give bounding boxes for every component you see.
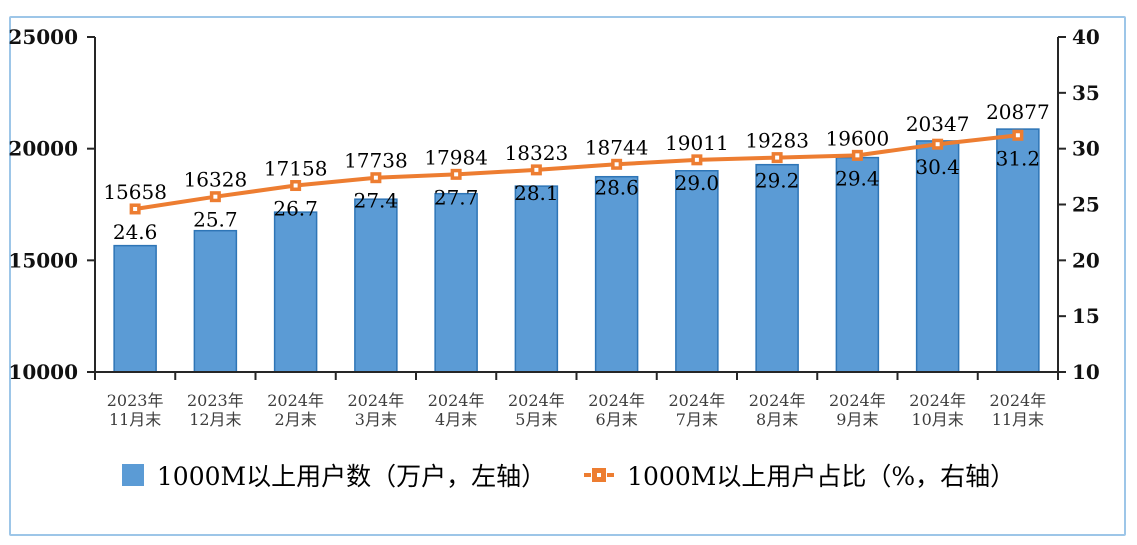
chart-text: 11月末	[109, 410, 161, 429]
chart-text: 2024年	[669, 391, 726, 410]
bar	[273, 211, 318, 373]
line-marker-center	[1015, 133, 1020, 138]
bar-series	[113, 128, 1040, 373]
chart-text: 20877	[986, 100, 1050, 124]
line-series-swatch-icon	[584, 468, 615, 482]
chart-text: 30	[1072, 137, 1100, 161]
chart-text: 29.0	[675, 171, 720, 195]
bar	[835, 156, 880, 373]
chart-text: 20	[1072, 248, 1100, 272]
chart-text: 10000	[8, 360, 78, 384]
bar	[915, 140, 960, 373]
swatch-marker-center	[597, 473, 602, 477]
chart-text: 12月末	[189, 410, 241, 429]
category-labels: 2023年11月末2023年12月末2024年2月末2024年3月末2024年4…	[107, 391, 1046, 429]
chart-text: 16328	[184, 168, 248, 192]
chart-text: 5月末	[515, 410, 557, 429]
chart-text: 3月末	[355, 410, 397, 429]
chart-text: 10月末	[911, 410, 963, 429]
chart-text: 8月末	[756, 410, 798, 429]
chart-text: 18744	[585, 135, 649, 159]
chart-text: 25000	[8, 25, 78, 49]
legend: 1000M以上用户数（万户，左轴） 1000M以上用户占比（%，右轴）	[0, 452, 1137, 498]
bar	[434, 192, 478, 373]
line-marker-center	[373, 175, 378, 180]
line-marker-center	[935, 142, 940, 147]
line-marker-center	[213, 194, 218, 199]
chart-text: 35	[1072, 81, 1100, 105]
legend-item-line-series: 1000M以上用户占比（%，右轴）	[584, 457, 1015, 493]
chart-text: 24.6	[113, 220, 158, 244]
bar	[113, 244, 157, 373]
chart-text: 7月末	[676, 410, 718, 429]
chart-text: 17158	[264, 157, 328, 181]
chart-text: 9月末	[836, 410, 878, 429]
chart-text: 2月末	[275, 410, 317, 429]
chart-text: 2024年	[990, 391, 1047, 410]
chart-text: 2024年	[428, 391, 485, 410]
line-marker-center	[775, 155, 780, 160]
chart-text: 15	[1072, 304, 1100, 328]
bar-series-swatch-icon	[121, 464, 144, 486]
line-series-label: 1000M以上用户占比（%，右轴）	[627, 462, 1016, 491]
bar	[594, 175, 639, 373]
bar	[675, 170, 719, 373]
chart-text: 2023年	[107, 391, 164, 410]
chart-text: 6月末	[596, 410, 638, 429]
bar	[354, 198, 398, 373]
line-marker-center	[534, 167, 539, 172]
chart-text: 26.7	[273, 197, 318, 221]
chart-text: 2024年	[508, 391, 565, 410]
legend-item-bar-series: 1000M以上用户数（万户，左轴）	[121, 457, 547, 493]
chart-text: 2024年	[749, 391, 806, 410]
chart-text: 30.4	[915, 155, 960, 179]
chart-text: 19600	[826, 126, 890, 150]
chart-text: 19011	[665, 131, 729, 155]
chart-text: 28.1	[514, 181, 559, 205]
line-marker-center	[454, 172, 459, 177]
bar	[755, 163, 799, 373]
chart-text: 2024年	[829, 391, 886, 410]
line-path	[134, 133, 1019, 211]
chart-text: 2024年	[348, 391, 405, 410]
chart-text: 28.6	[594, 175, 639, 199]
chart-text: 2024年	[588, 391, 645, 410]
chart-text: 29.2	[755, 169, 800, 193]
data-labels: 15658 24.6 16328 25.7 17158 26.7 17738 27.4 1798…	[103, 100, 1049, 244]
chart-text: 11月末	[992, 410, 1044, 429]
chart-text: 19283	[745, 129, 809, 153]
chart-text: 17984	[424, 145, 488, 169]
bar	[514, 185, 559, 373]
chart-text: 18323	[505, 141, 569, 165]
chart-text: 20347	[906, 112, 970, 136]
chart-text: 2024年	[267, 391, 324, 410]
line-marker-center	[855, 153, 860, 158]
chart-text: 31.2	[996, 146, 1041, 170]
chart-text: 25.7	[193, 208, 238, 232]
chart-text: 27.4	[354, 189, 399, 213]
chart-text: 2024年	[909, 391, 966, 410]
chart-text: 27.7	[434, 185, 479, 209]
line-marker-center	[694, 157, 699, 162]
chart-text: 40	[1072, 25, 1100, 49]
chart-text: 10	[1072, 360, 1100, 384]
chart-text: 17738	[344, 149, 408, 173]
chart-text: 2023年	[187, 391, 244, 410]
line-marker-center	[614, 162, 619, 167]
chart-text: 15658	[103, 180, 167, 204]
chart-text: 29.4	[835, 166, 880, 190]
chart-text: 15000	[8, 248, 78, 272]
chart-text: 25	[1072, 193, 1100, 217]
bar	[193, 229, 238, 373]
chart-text: 20000	[8, 137, 78, 161]
bar-series-label: 1000M以上用户数（万户，左轴）	[156, 462, 547, 491]
line-marker-center	[293, 183, 298, 188]
line-series	[129, 129, 1024, 215]
chart-text: 4月末	[435, 410, 477, 429]
line-marker-center	[133, 206, 138, 211]
axes: 25000 20000 15000 10000 40 35 30 25 20 15 10	[8, 25, 1099, 384]
